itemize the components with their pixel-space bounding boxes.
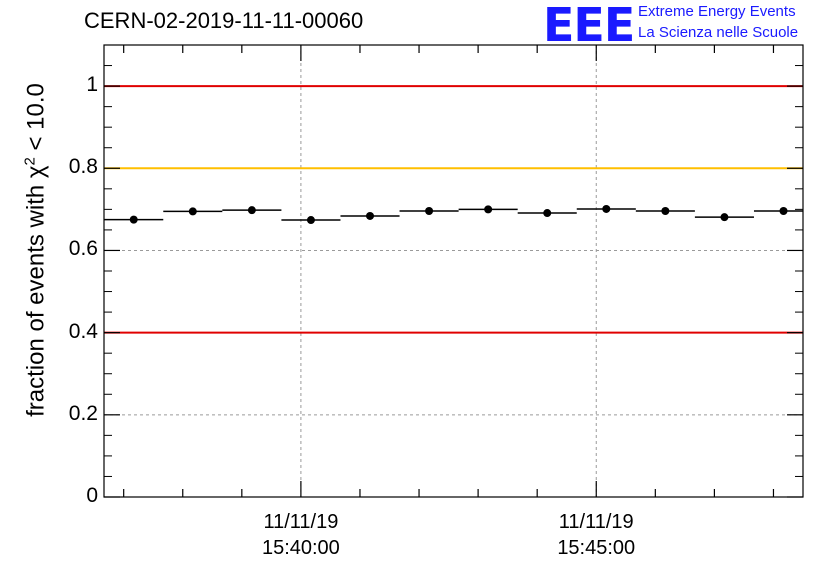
y-tick-label-2: 0.4	[68, 319, 98, 343]
reference-lines	[104, 85, 803, 334]
data-points	[104, 204, 803, 225]
data-point-0	[104, 215, 164, 224]
data-point-marker	[247, 206, 256, 215]
x-tick-time: 15:45:00	[557, 537, 636, 559]
data-point-marker	[484, 205, 493, 214]
x-tick-date: 11/11/19	[263, 511, 339, 533]
data-point-10	[694, 213, 754, 222]
data-point-4	[340, 211, 400, 220]
axis-ticks	[104, 45, 803, 498]
data-point-marker	[306, 216, 315, 225]
x-tick-date: 11/11/19	[558, 511, 634, 533]
x-tick-label-0: 11/11/19 15:40:00	[231, 509, 371, 561]
data-point-marker	[720, 213, 729, 222]
y-axis-label-sup: 2	[21, 157, 39, 166]
logo-line-1: Extreme Energy Events	[638, 3, 796, 20]
data-point-marker	[779, 207, 788, 216]
plot-frame	[103, 44, 804, 498]
x-tick-label-1: 11/11/19 15:45:00	[526, 509, 666, 561]
y-axis-label-prefix: fraction of events with χ	[22, 165, 50, 417]
eee-logo: EEE	[543, 0, 635, 52]
y-tick-label-4: 0.8	[68, 155, 98, 179]
y-tick-label-5: 1	[86, 73, 98, 97]
chart-title: CERN-02-2019-11-11-00060	[84, 8, 364, 33]
data-point-marker	[366, 211, 375, 220]
data-point-marker	[425, 207, 434, 216]
data-point-5	[399, 207, 459, 216]
data-point-9	[635, 207, 695, 216]
data-point-marker	[129, 215, 138, 224]
data-point-8	[576, 204, 636, 213]
x-tick-time: 15:40:00	[261, 537, 340, 559]
data-point-marker	[543, 209, 552, 218]
data-point-marker	[602, 204, 611, 213]
data-point-marker	[661, 207, 670, 216]
y-tick-label-3: 0.6	[68, 237, 98, 261]
data-point-11	[753, 207, 803, 216]
y-tick-label-1: 0.2	[68, 401, 98, 425]
data-point-3	[281, 216, 341, 225]
data-point-7	[517, 209, 577, 218]
data-point-marker	[188, 207, 197, 216]
data-point-1	[163, 207, 223, 216]
grid	[104, 45, 803, 497]
data-point-2	[222, 206, 282, 215]
data-point-6	[458, 205, 518, 214]
y-tick-label-0: 0	[86, 484, 98, 507]
logo-line-2: La Scienza nelle Scuole	[638, 24, 799, 41]
